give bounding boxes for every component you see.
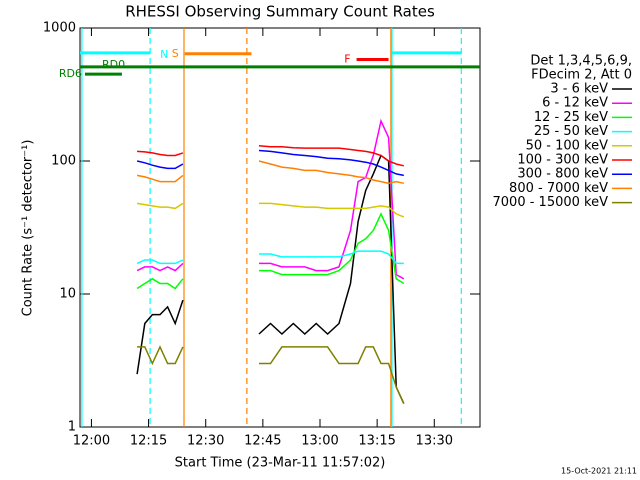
legend-label: 300 - 800 keV [517, 167, 608, 182]
legend-label: 25 - 50 keV [534, 124, 608, 139]
legend-label: 12 - 25 keV [534, 110, 608, 125]
y-tick-label: 100 [51, 154, 76, 169]
series-line [137, 345, 405, 404]
series-line [136, 149, 404, 177]
y-tick-label: 1000 [43, 21, 76, 36]
x-tick-label: 12:45 [244, 434, 281, 449]
x-tick-label: 12:00 [73, 434, 110, 449]
series-line [136, 118, 405, 280]
interval-label: N [160, 48, 168, 61]
legend-header: Det 1,3,4,5,6,9, [530, 54, 632, 69]
x-tick-label: 13:15 [358, 434, 395, 449]
plot-frame [79, 27, 481, 428]
legend-label: 50 - 100 keV [526, 138, 609, 153]
series-line [136, 154, 405, 404]
y-tick-label: 1 [68, 420, 76, 435]
legend-label: 800 - 7000 keV [509, 181, 608, 196]
series-line [136, 250, 404, 265]
legend-label: 6 - 12 keV [542, 96, 608, 111]
series-line [137, 145, 404, 167]
x-tick-label: 12:30 [187, 434, 224, 449]
interval-label: S [172, 47, 179, 60]
legend-label: 7000 - 15000 keV [493, 195, 609, 210]
series-line [136, 212, 405, 290]
interval-label: RD6 [59, 67, 82, 80]
chart-title: RHESSI Observing Summary Count Rates [125, 3, 435, 21]
x-tick-label: 13:30 [416, 434, 453, 449]
footer: 15-Oct-2021 21:11 [561, 467, 637, 476]
interval-label: RD0 [102, 58, 125, 71]
x-tick-label: 12:15 [130, 434, 167, 449]
x-axis-label: Start Time (23-Mar-11 11:57:02) [175, 456, 386, 471]
legend-label: 100 - 300 keV [517, 153, 608, 168]
legend-header: FDecim 2, Att 0 [531, 68, 632, 83]
x-tick-label: 13:00 [301, 434, 338, 449]
legend-label: 3 - 6 keV [550, 82, 608, 97]
y-axis-label: Count Rate (s⁻¹ detector⁻¹) [21, 140, 36, 317]
interval-label: F [344, 52, 350, 65]
y-tick-label: 10 [59, 287, 76, 302]
series-line [136, 202, 405, 218]
series-line [136, 160, 404, 185]
